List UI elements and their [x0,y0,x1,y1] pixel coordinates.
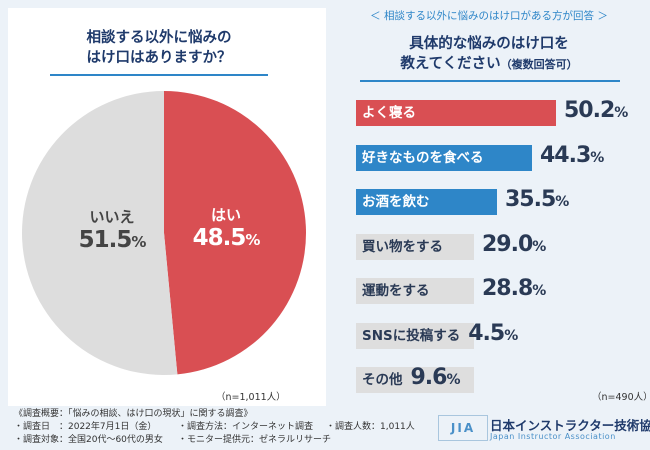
pie-label-yes: はい 48.5% [186,204,266,251]
footer-summary: 《調査概要：「悩みの相談、はけ口の現状」に関する調査》 [14,409,253,419]
pie-title-underline [50,74,268,76]
logo-mark: JIA [438,415,488,441]
bar-category-label: 運動をする [362,283,430,299]
bar-title-line2: 教えてください（複数回答可） [400,56,578,72]
bar-title-line1: 具体的な悩みのはけ口を [409,36,569,52]
bar-value-label: 50.2% [564,98,628,123]
footer-date: ・調査日 ：2022年7月1日（金） [14,422,157,432]
pie-slice-label-yes: はい [210,206,241,224]
pie-slice-value-yes: 48.5% [192,225,261,251]
bar-subheader: ＜ 相談する以外に悩みのはけ口がある方が回答 ＞ [370,10,608,22]
bar-mark [356,322,474,349]
logo-name-jp: 日本インストラクター技術協会 [490,418,650,433]
bar-value-label: 28.8% [482,276,546,301]
bar-category-label: 買い物をする [362,238,443,255]
bar-value-label: 9.6% [410,365,461,390]
bar-value-label: 4.5% [468,320,518,346]
bar-value-label: 35.5% [505,187,569,212]
bar-title: 具体的な悩みのはけ口を 教えてください（複数回答可） [336,34,642,75]
logo-name-en: Japan Instructor Association [490,432,616,441]
footer-count: ・調査人数：1,011人 [326,422,415,432]
bar-value-label: 29.0% [482,231,546,257]
footer-method: ・調査方法：インターネット調査 [178,422,314,432]
pie-slice-0 [164,91,307,375]
bar-n-note: （n=490人） [592,392,650,403]
bar-category-label: SNSに投稿する [362,327,461,344]
pie-slice-1 [22,91,178,375]
pie-title: 相談する以外に悩みの はけ口はありますか？ [0,28,318,68]
jia-logo: JIA 日本インストラクター技術協会 Japan Instructor Asso… [438,413,650,445]
pie-title-line1: 相談する以外に悩みの [86,30,232,46]
bar-category-label: よく寝る [362,105,416,121]
bar-mark [356,233,474,260]
pie-n-note: （n=1,011人） [216,392,286,403]
bar-category-label: 好きなものを食べる [362,149,484,166]
bar-value-label: 44.3% [540,142,604,168]
bar-mark [356,189,497,215]
pie-slice-label-no: いいえ [89,208,135,226]
bar-category-label: その他 [362,372,403,388]
bar-mark [356,100,556,126]
bar-category-label: お酒を飲む [362,194,430,210]
bar-mark [356,367,474,393]
footer-target: ・調査対象：全国20代～60代の男女 [14,435,163,445]
pie-label-no: いいえ 51.5% [72,206,152,253]
pie-title-line2: はけ口はありますか？ [86,50,232,66]
bar-mark [356,278,474,304]
bar-title-suffix: （複数回答可） [500,58,578,71]
pie-slice-value-no: 51.5% [78,227,147,253]
bar-title-underline [360,80,620,82]
bar-mark [356,144,532,171]
footer-provider: ・モニター提供元：ゼネラルリサーチ [178,435,332,445]
